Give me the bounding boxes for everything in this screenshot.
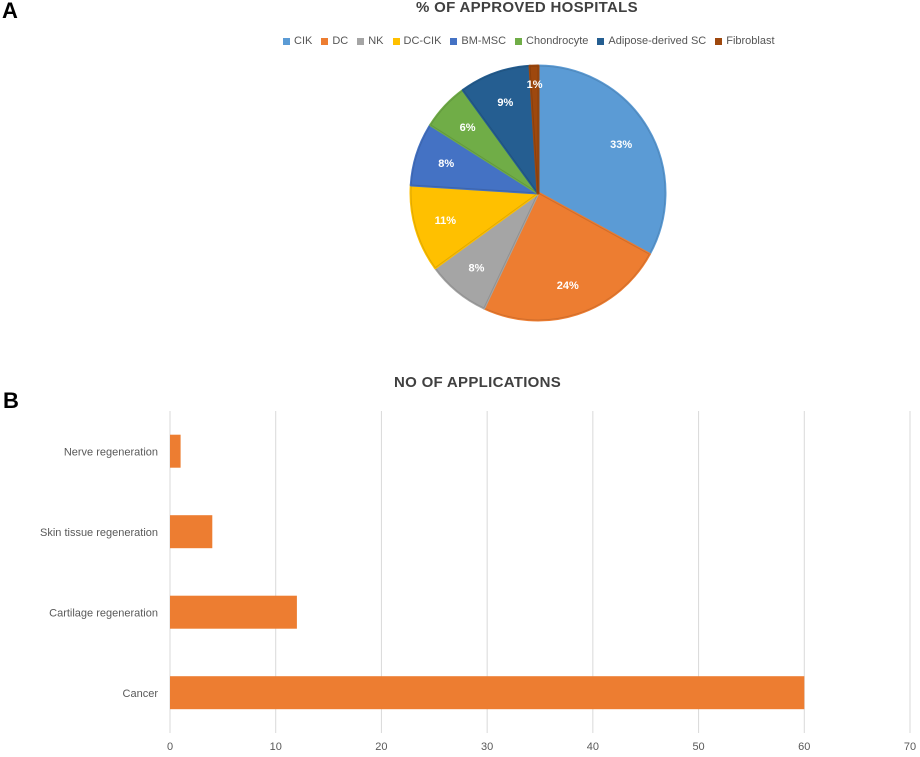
- legend-item-nk: NK: [357, 35, 384, 47]
- legend-swatch: [515, 37, 523, 45]
- panel-b-letter: B: [3, 388, 19, 413]
- pie-data-label: 11%: [435, 215, 457, 227]
- pie-data-label: 33%: [610, 139, 632, 151]
- legend-item-chondrocyte: Chondrocyte: [515, 35, 588, 47]
- pie-chart: 33% 24% 8% 11% 8% 6% 9% 1%: [409, 64, 667, 322]
- bar-chart: 0 10 20 30 40 50 60 70 Cancer Cartilage regenerat…: [40, 411, 916, 753]
- legend-swatch: [357, 37, 365, 45]
- legend-swatch: [392, 37, 400, 45]
- pie-data-label: 9%: [497, 97, 513, 109]
- legend-item-fibroblast: Fibroblast: [715, 35, 775, 47]
- x-tick-label: 60: [798, 741, 810, 753]
- legend-label: BM-MSC: [461, 35, 507, 47]
- pie-slice-edge: [410, 184, 540, 269]
- legend-item-bm-msc: BM-MSC: [450, 35, 506, 47]
- y-category-label: Cancer: [123, 688, 159, 700]
- legend-label: DC: [332, 35, 349, 47]
- legend-item-cik: CIK: [283, 35, 312, 47]
- bar-chart-title: NO OF APPLICATIONS: [394, 374, 562, 391]
- legend-item-dc: DC: [321, 35, 348, 47]
- pie-slice-edge: [529, 65, 539, 194]
- bar-nerve-regeneration: [170, 434, 181, 468]
- legend-item-adipose-derived-sc: Adipose-derived SC: [597, 35, 706, 47]
- legend-label: Adipose-derived SC: [608, 35, 707, 47]
- legend-swatch: [321, 37, 329, 45]
- x-tick-label: 50: [692, 741, 704, 753]
- pie-data-label: 6%: [460, 122, 476, 134]
- legend-swatch: [450, 37, 458, 45]
- pie-data-label: 8%: [469, 262, 485, 274]
- panel-a-letter: A: [2, 0, 18, 23]
- pie-slice-dc: [482, 191, 651, 322]
- x-tick-label: 10: [270, 741, 282, 753]
- legend-label: DC-CIK: [403, 35, 442, 47]
- pie-slice-edge: [537, 65, 666, 255]
- pie-slice-dc-cik: [409, 183, 540, 270]
- legend-swatch: [283, 37, 290, 45]
- legend-swatch: [715, 37, 723, 45]
- y-category-label: Cartilage regeneration: [49, 607, 158, 619]
- pie-slice-cik: [536, 64, 667, 256]
- x-tick-label: 40: [587, 741, 599, 753]
- legend-label: NK: [368, 35, 384, 47]
- legend-swatch: [597, 37, 605, 45]
- pie-data-label: 1%: [527, 79, 543, 91]
- x-tick-label: 70: [904, 741, 916, 753]
- y-category-label: Nerve regeneration: [64, 446, 158, 458]
- legend-item-dc-cik: DC-CIK: [392, 35, 442, 47]
- x-tick-label: 20: [375, 741, 387, 753]
- pie-slice-fibroblast: [528, 64, 540, 195]
- x-tick-label: 0: [167, 741, 173, 753]
- x-tick-label: 30: [481, 741, 493, 753]
- bar-cancer: [170, 676, 805, 710]
- pie-data-label: 8%: [438, 158, 454, 170]
- legend-label: CIK: [294, 35, 313, 47]
- pie-data-label: 24%: [557, 280, 579, 292]
- bar-skin-tissue-regeneration: [170, 515, 213, 549]
- pie-legend: CIK DC NK DC-CIK BM-MSC Chondrocyte Adipose-de…: [283, 34, 784, 48]
- pie-slice-edge: [483, 192, 650, 321]
- y-category-label: Skin tissue regeneration: [40, 527, 158, 539]
- pie-chart-title: % OF APPROVED HOSPITALS: [416, 0, 638, 16]
- bar-cartilage-regeneration: [170, 595, 297, 629]
- legend-label: Fibroblast: [726, 35, 775, 47]
- legend-label: Chondrocyte: [526, 35, 589, 47]
